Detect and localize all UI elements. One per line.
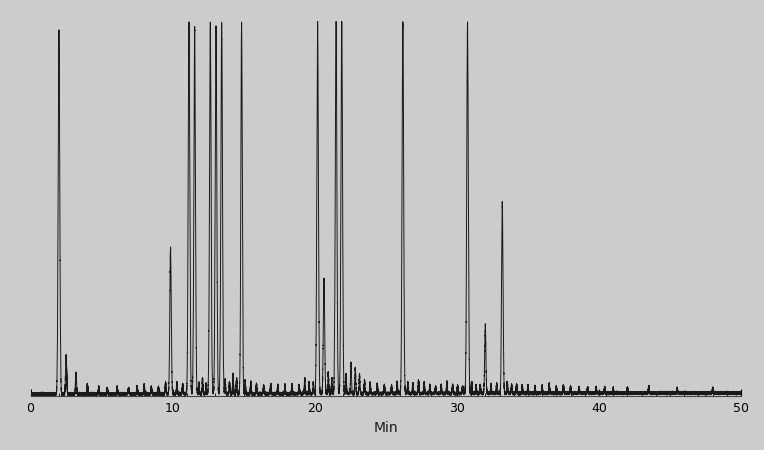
X-axis label: Min: Min — [374, 422, 398, 436]
